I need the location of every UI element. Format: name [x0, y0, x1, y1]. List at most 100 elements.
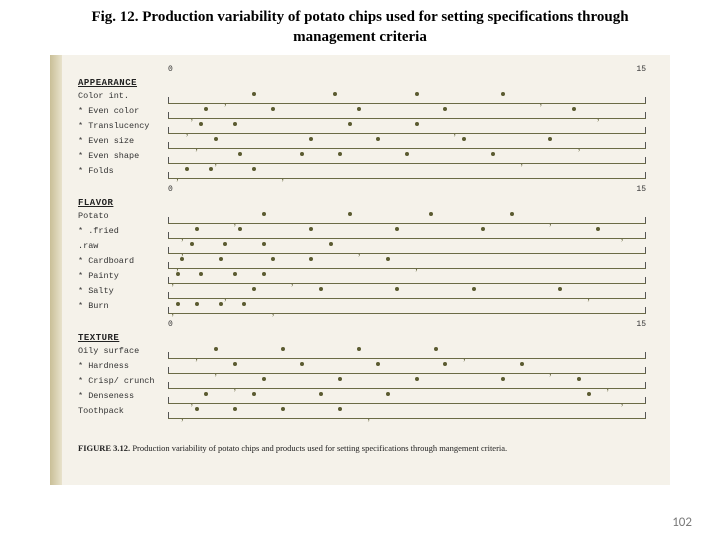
data-row: * Even size,,	[78, 134, 654, 149]
data-point-dot	[219, 302, 223, 306]
row-label: * Salty	[78, 287, 168, 296]
row-track: ,,	[168, 255, 646, 269]
data-point-dot	[415, 377, 419, 381]
data-point-dot	[357, 347, 361, 351]
tick-end-icon	[645, 412, 646, 418]
tick-start-icon	[168, 307, 169, 313]
tick-end-icon	[645, 127, 646, 133]
data-point-dot	[185, 167, 189, 171]
tick-start-icon	[168, 277, 169, 283]
range-caret-icon: ,	[282, 173, 284, 182]
scale-max: 15	[636, 320, 646, 332]
data-row: * Hardness,,	[78, 359, 654, 374]
data-point-dot	[271, 107, 275, 111]
data-point-dot	[443, 362, 447, 366]
page-number: 102	[672, 515, 692, 530]
row-track: ,,	[168, 390, 646, 404]
range-caret-icon: ,	[181, 413, 183, 422]
tick-start-icon	[168, 292, 169, 298]
data-point-dot	[262, 242, 266, 246]
data-point-dot	[319, 392, 323, 396]
row-track: ,,	[168, 120, 646, 134]
book-spine-shadow	[50, 55, 62, 485]
data-row: * Crisp/ crunch,,	[78, 374, 654, 389]
data-point-dot	[309, 227, 313, 231]
data-point-dot	[209, 167, 213, 171]
data-point-dot	[180, 257, 184, 261]
scanned-page: 015APPEARANCEColor int.,,* Even color,,*…	[50, 55, 670, 485]
data-point-dot	[204, 107, 208, 111]
data-row: * Denseness,,	[78, 389, 654, 404]
data-point-dot	[329, 242, 333, 246]
data-point-dot	[333, 92, 337, 96]
data-point-dot	[395, 227, 399, 231]
data-point-dot	[348, 212, 352, 216]
tick-end-icon	[645, 217, 646, 223]
row-label: * Even size	[78, 137, 168, 146]
scale-numbers: 015	[168, 185, 654, 197]
data-point-dot	[195, 407, 199, 411]
row-label: * Translucency	[78, 122, 168, 131]
data-point-dot	[572, 107, 576, 111]
row-track: ,,	[168, 210, 646, 224]
scale-min: 0	[168, 320, 173, 332]
tick-end-icon	[645, 232, 646, 238]
data-point-dot	[501, 377, 505, 381]
data-row: * .fried,,	[78, 224, 654, 239]
section-header: TEXTURE	[78, 333, 119, 343]
data-point-dot	[281, 407, 285, 411]
data-point-dot	[199, 122, 203, 126]
data-point-dot	[510, 212, 514, 216]
row-track: ,,	[168, 225, 646, 239]
row-label: * Even color	[78, 107, 168, 116]
data-point-dot	[233, 362, 237, 366]
scale-numbers: 0 15	[168, 320, 654, 332]
data-row: * Translucency,,	[78, 119, 654, 134]
range-caret-icon: ,	[272, 308, 274, 317]
scale-row: 015	[78, 65, 654, 77]
data-point-dot	[309, 257, 313, 261]
data-point-dot	[415, 122, 419, 126]
data-point-dot	[195, 302, 199, 306]
row-track: ,,	[168, 300, 646, 314]
tick-end-icon	[645, 142, 646, 148]
data-point-dot	[238, 152, 242, 156]
tick-start-icon	[168, 397, 169, 403]
data-point-dot	[338, 152, 342, 156]
data-point-dot	[558, 287, 562, 291]
data-point-dot	[219, 257, 223, 261]
tick-end-icon	[645, 277, 646, 283]
data-point-dot	[415, 92, 419, 96]
data-point-dot	[429, 212, 433, 216]
data-point-dot	[376, 137, 380, 141]
section-header: APPEARANCE	[78, 78, 137, 88]
data-point-dot	[462, 137, 466, 141]
data-point-dot	[252, 167, 256, 171]
tick-end-icon	[645, 292, 646, 298]
row-track: ,,	[168, 165, 646, 179]
data-point-dot	[405, 152, 409, 156]
data-row: Toothpack,,	[78, 404, 654, 419]
row-label: * Crisp/ crunch	[78, 377, 168, 386]
data-point-dot	[481, 227, 485, 231]
data-row: * Even shape,,	[78, 149, 654, 164]
scale-min: 0	[168, 185, 173, 197]
tick-start-icon	[168, 367, 169, 373]
data-row: .raw,,	[78, 239, 654, 254]
data-point-dot	[386, 392, 390, 396]
row-track: ,,	[168, 360, 646, 374]
section-header-row: TEXTURE	[78, 332, 654, 344]
row-label: Color int.	[78, 92, 168, 101]
tick-end-icon	[645, 247, 646, 253]
data-point-dot	[252, 287, 256, 291]
data-row: * Folds,,	[78, 164, 654, 179]
tick-end-icon	[645, 367, 646, 373]
data-point-dot	[319, 287, 323, 291]
data-point-dot	[386, 257, 390, 261]
data-row: * Even color,,	[78, 104, 654, 119]
tick-start-icon	[168, 217, 169, 223]
data-point-dot	[199, 272, 203, 276]
tick-end-icon	[645, 382, 646, 388]
tick-end-icon	[645, 352, 646, 358]
scale-row: 0 15	[78, 320, 654, 332]
